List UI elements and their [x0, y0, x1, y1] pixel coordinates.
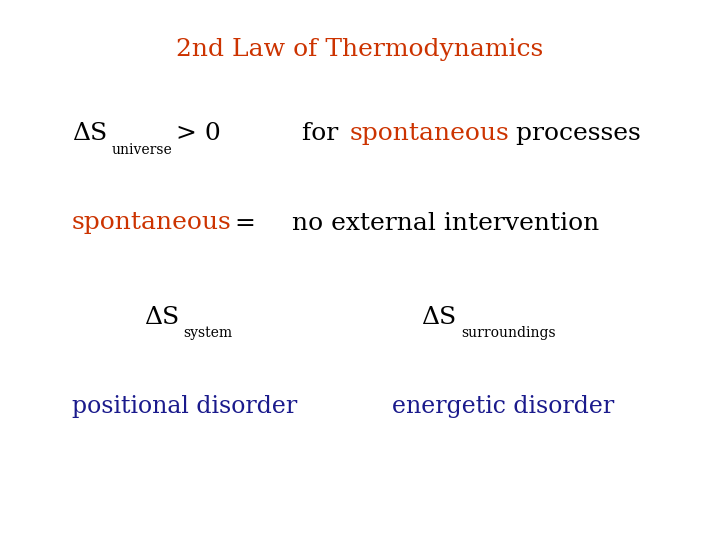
Text: ΔS: ΔS: [72, 123, 107, 145]
Text: universe: universe: [112, 143, 172, 157]
Text: ΔS: ΔS: [144, 306, 179, 329]
Text: energetic disorder: energetic disorder: [392, 395, 615, 418]
Text: =: =: [227, 212, 264, 234]
Text: positional disorder: positional disorder: [72, 395, 297, 418]
Text: 2nd Law of Thermodynamics: 2nd Law of Thermodynamics: [176, 38, 544, 61]
Text: > 0: > 0: [176, 123, 221, 145]
Text: for: for: [302, 123, 346, 145]
Text: system: system: [184, 327, 233, 341]
Text: spontaneous: spontaneous: [72, 212, 232, 234]
Text: surroundings: surroundings: [461, 327, 555, 341]
Text: no external intervention: no external intervention: [292, 212, 599, 234]
Text: spontaneous: spontaneous: [349, 123, 509, 145]
Text: processes: processes: [508, 123, 640, 145]
Text: ΔS: ΔS: [421, 306, 456, 329]
